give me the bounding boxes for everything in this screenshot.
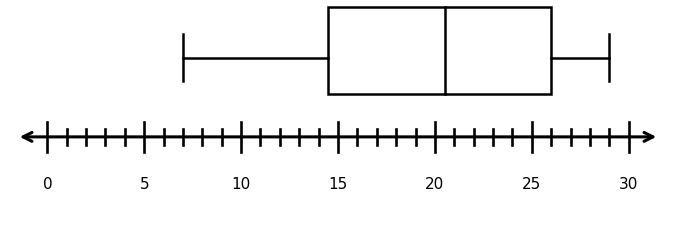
Text: 15: 15 — [329, 177, 347, 192]
Text: 25: 25 — [522, 177, 541, 192]
Text: 30: 30 — [619, 177, 638, 192]
Text: 5: 5 — [139, 177, 149, 192]
Bar — [329, 7, 551, 94]
Text: 10: 10 — [231, 177, 251, 192]
Text: 0: 0 — [43, 177, 52, 192]
Text: 20: 20 — [425, 177, 445, 192]
